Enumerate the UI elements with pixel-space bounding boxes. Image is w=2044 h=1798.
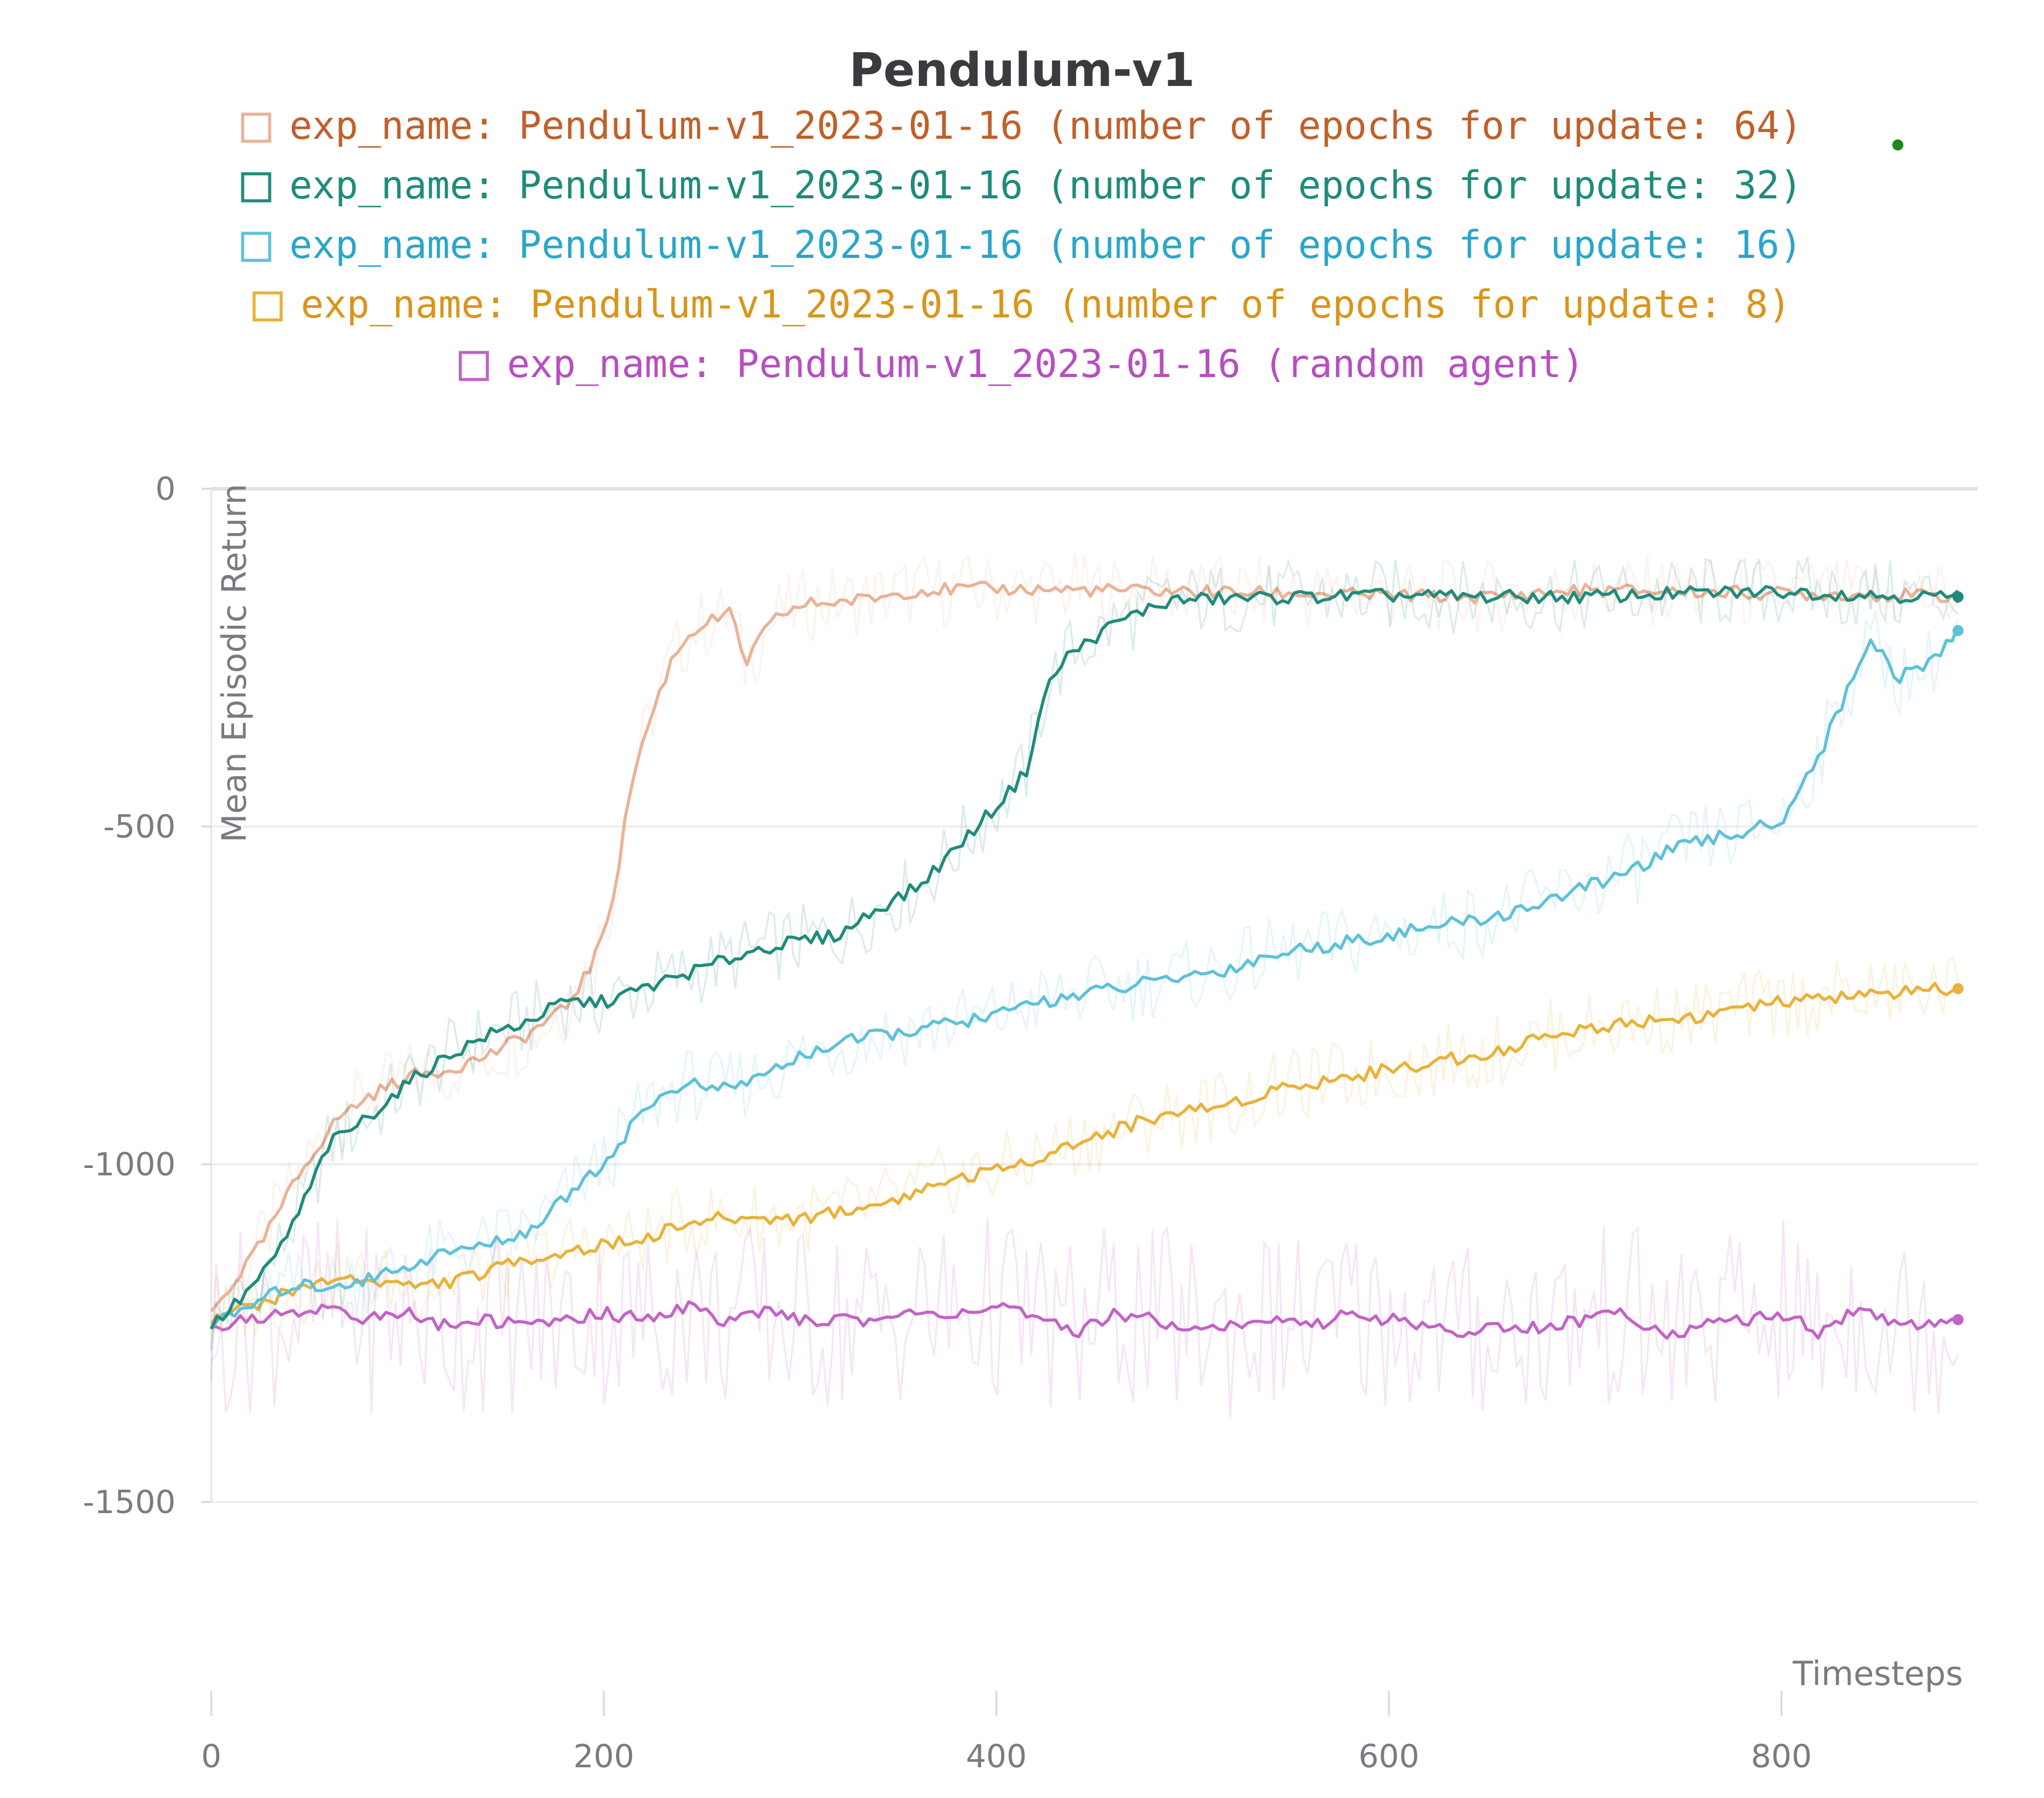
legend-label-4: exp_name: Pendulum-v1_2023-01-16 (random… (507, 341, 1584, 386)
series-line-1 (209, 585, 1959, 1329)
legend-swatch-1 (241, 172, 271, 203)
legend-label-1: exp_name: Pendulum-v1_2023-01-16 (number… (289, 163, 1803, 208)
legend-label-2: exp_name: Pendulum-v1_2023-01-16 (number… (289, 222, 1803, 267)
legend-swatch-4 (458, 351, 489, 381)
x-tick-label-0: 0 (201, 1738, 221, 1775)
series-raw-3 (210, 955, 1959, 1338)
legend-swatch-3 (252, 291, 283, 322)
y-tick-label-2: -1000 (83, 1146, 176, 1183)
series-end-dot-2 (1952, 625, 1964, 636)
x-tick-label-2: 400 (966, 1738, 1027, 1775)
series-raw-0 (210, 554, 1959, 1350)
series-line-4 (211, 1300, 1959, 1340)
y-tick-label-1: -500 (103, 809, 176, 846)
legend-label-0: exp_name: Pendulum-v1_2023-01-16 (number… (289, 103, 1803, 148)
legend: exp_name: Pendulum-v1_2023-01-16 (number… (241, 103, 1803, 386)
y-axis-ticks: 0 -500 -1000 -1500 (83, 471, 211, 1521)
series-lines (209, 554, 1964, 1417)
series-line-2 (209, 625, 1960, 1331)
y-axis-title: Mean Episodic Return (215, 484, 254, 843)
chart-title: Pendulum-v1 (849, 42, 1195, 97)
series-end-dot-1 (1952, 591, 1964, 602)
legend-label-3: exp_name: Pendulum-v1_2023-01-16 (number… (301, 282, 1791, 327)
series-raw-2 (210, 610, 1959, 1363)
grid (210, 487, 1978, 1503)
x-axis-ticks: 0 200 400 600 800 (201, 1691, 1812, 1775)
y-tick-label-0: 0 (155, 471, 176, 508)
legend-status-dot (1892, 139, 1903, 150)
series-end-dot-3 (1952, 983, 1964, 994)
x-tick-label-3: 600 (1359, 1738, 1419, 1775)
series-end-dot-4 (1952, 1314, 1964, 1325)
legend-swatch-0 (241, 112, 271, 143)
series-line-0 (210, 580, 1960, 1313)
series-raw-4 (210, 1218, 1959, 1417)
series-line-3 (209, 981, 1959, 1325)
y-tick-label-3: -1500 (83, 1484, 176, 1521)
x-tick-label-1: 200 (573, 1738, 634, 1775)
x-axis-title: Timesteps (1792, 1654, 1963, 1693)
x-tick-label-4: 800 (1751, 1738, 1812, 1775)
legend-swatch-2 (241, 232, 271, 262)
series-raw-1 (210, 557, 1959, 1350)
